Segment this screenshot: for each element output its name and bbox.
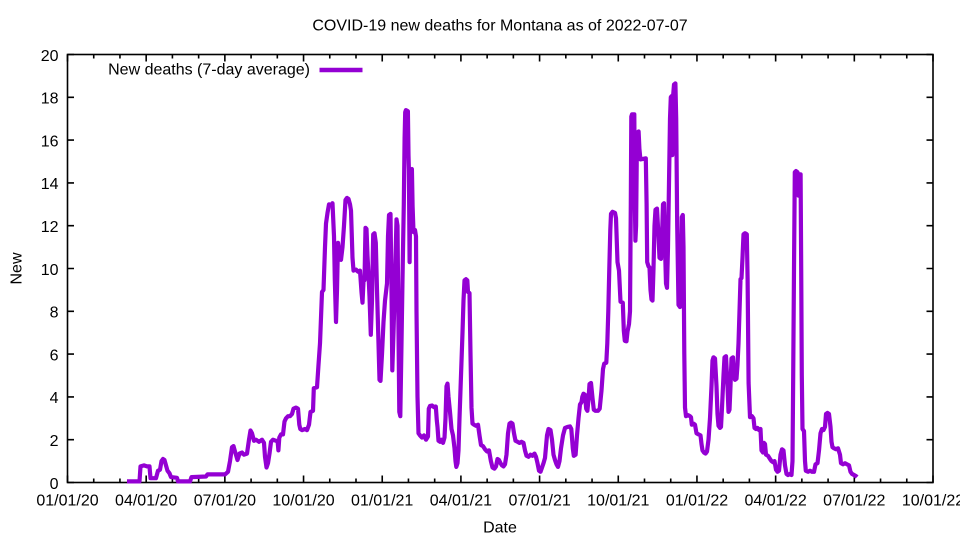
svg-text:10/01/22: 10/01/22 <box>902 493 960 510</box>
svg-text:6: 6 <box>50 347 59 364</box>
svg-text:10/01/21: 10/01/21 <box>587 493 649 510</box>
svg-text:04/01/22: 04/01/22 <box>744 493 806 510</box>
svg-text:Date: Date <box>483 520 517 537</box>
svg-text:14: 14 <box>41 176 59 193</box>
svg-text:10/01/20: 10/01/20 <box>272 493 334 510</box>
svg-text:2: 2 <box>50 433 59 450</box>
svg-text:8: 8 <box>50 305 59 322</box>
svg-text:4: 4 <box>50 390 59 407</box>
svg-text:04/01/20: 04/01/20 <box>115 493 177 510</box>
svg-text:01/01/21: 01/01/21 <box>351 493 413 510</box>
svg-text:16: 16 <box>41 133 59 150</box>
svg-text:07/01/20: 07/01/20 <box>194 493 256 510</box>
svg-text:04/01/21: 04/01/21 <box>430 493 492 510</box>
svg-text:01/01/22: 01/01/22 <box>666 493 728 510</box>
svg-text:COVID-19 new deaths for Montan: COVID-19 new deaths for Montana as of 20… <box>312 18 687 35</box>
svg-text:07/01/22: 07/01/22 <box>823 493 885 510</box>
svg-text:New: New <box>9 252 26 284</box>
svg-text:01/01/20: 01/01/20 <box>36 493 98 510</box>
svg-text:10: 10 <box>41 262 59 279</box>
svg-text:20: 20 <box>41 48 59 65</box>
svg-text:New deaths (7-day average): New deaths (7-day average) <box>108 62 310 79</box>
svg-text:0: 0 <box>50 476 59 493</box>
svg-text:07/01/21: 07/01/21 <box>508 493 570 510</box>
svg-text:18: 18 <box>41 91 59 108</box>
svg-text:12: 12 <box>41 219 59 236</box>
